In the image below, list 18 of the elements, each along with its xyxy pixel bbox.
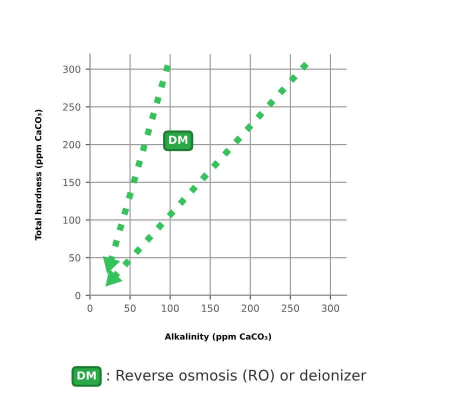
x-axis-title: Alkalinity (ppm CaCO₃)	[164, 333, 272, 342]
y-tick-label: 0	[75, 292, 80, 300]
y-tick-label: 150	[63, 178, 80, 186]
x-tick-label: 150	[202, 304, 219, 312]
y-axis-title: Total hardness (ppm CaCO₃)	[34, 110, 43, 240]
y-tick-label: 200	[63, 141, 80, 148]
text: DM : Reverse osmosis (RO) or deionizer	[78, 369, 366, 382]
x-tick-label: 50	[124, 304, 136, 312]
x-tick-label: 0	[88, 304, 92, 312]
x-tick-label: 200	[242, 304, 259, 312]
x-tick-label: 250	[282, 304, 300, 312]
y-tick-label: 250	[63, 103, 80, 111]
x-tick-label: 100	[162, 304, 179, 312]
y-tick-label: 50	[69, 254, 80, 262]
y-tick-label: 300	[63, 66, 80, 73]
y-tick-label: 100	[63, 216, 80, 224]
annotation: DM	[169, 136, 188, 144]
x-tick-label: 300	[322, 304, 340, 312]
